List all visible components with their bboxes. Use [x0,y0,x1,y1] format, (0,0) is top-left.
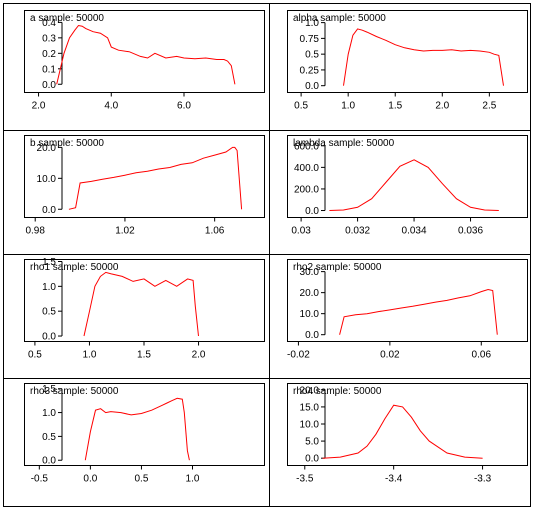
y-tick-label: 0.0 [42,205,56,216]
x-tick-label: 2.5 [482,101,496,112]
x-tick-label: 6.0 [177,101,191,112]
y-tick-label: 400.0 [294,163,319,174]
y-tick-label: 1.5 [42,257,56,268]
y-tick-label: 0.0 [42,332,56,343]
plot-box [287,259,528,342]
x-tick-label: 4.0 [104,101,118,112]
y-tick-label: 1.5 [42,384,56,395]
y-tick-label: 0.75 [300,34,320,45]
y-tick-label: 0.5 [42,432,56,443]
x-tick-label: 0.5 [294,101,308,112]
y-tick-label: 0.2 [42,49,56,60]
density-line [329,159,499,211]
y-tick-label: 1.0 [305,18,319,29]
y-tick-label: 0.5 [305,50,319,61]
x-tick-label: -3.5 [296,474,314,485]
panel-7: rho4 sample: 50000 0.0 5.0 10.0 15.0 20.0 -3.5… [287,383,528,485]
panel-title: a sample: 50000 [30,13,104,24]
y-tick-label: 0.0 [305,330,319,341]
panel-title: rho2 sample: 50000 [293,262,382,273]
panel-5: rho2 sample: 50000 0.0 10.0 20.0 30.0 -0.02 0.… [287,259,528,361]
panel-2: b sample: 50000 0.0 10.0 20.0 0.98 1.02 1.06 [24,135,265,237]
density-line [84,397,190,461]
density-line [68,146,243,210]
density-line [343,28,504,86]
x-tick-label: 0.036 [458,226,483,237]
x-tick-label: 1.0 [83,350,97,361]
y-tick-label: 20.0 [300,288,320,299]
x-tick-label: 2.0 [192,350,206,361]
y-tick-label: 10.0 [300,309,320,320]
y-tick-label: 0.0 [305,81,319,92]
y-tick-label: 0.0 [305,454,319,465]
density-line [322,404,483,459]
plot-box [24,10,265,93]
x-tick-label: 2.0 [435,101,449,112]
y-tick-label: 30.0 [300,267,320,278]
y-tick-label: 0.5 [42,307,56,318]
x-tick-label: 1.5 [137,350,151,361]
y-tick-label: 0.4 [42,18,56,29]
panel-0: a sample: 50000 0.0 0.1 0.2 0.3 0.4 2.0 4.0 6.0 [24,10,265,112]
density-line [83,271,199,337]
plot-box [24,383,265,466]
x-tick-label: -0.5 [31,474,49,485]
plot-box [287,10,528,93]
x-tick-label: -3.4 [385,474,403,485]
y-tick-label: 0.1 [42,64,56,75]
plot-box [287,383,528,466]
y-tick-label: 200.0 [294,184,319,195]
x-tick-label: 0.032 [345,226,370,237]
x-tick-label: 1.02 [115,226,135,237]
x-tick-label: 0.06 [472,350,492,361]
y-tick-label: 1.0 [42,408,56,419]
panel-title: rho1 sample: 50000 [30,262,119,273]
plot-box [24,135,265,218]
x-tick-label: 0.98 [25,226,45,237]
y-tick-label: 15.0 [300,402,320,413]
y-tick-label: 0.0 [305,206,319,217]
panel-title: rho4 sample: 50000 [293,386,382,397]
x-tick-label: 1.0 [341,101,355,112]
density-line [56,24,236,85]
x-tick-label: -3.3 [474,474,492,485]
y-tick-label: 5.0 [305,437,319,448]
panel-title: alpha sample: 50000 [293,13,386,24]
x-tick-label: 0.02 [380,350,400,361]
panel-6: rho3 sample: 50000 0.0 0.5 1.0 1.5 -0.5 0.0 0.5… [24,383,265,485]
x-tick-label: 1.5 [388,101,402,112]
panel-title: b sample: 50000 [30,138,104,149]
y-tick-label: 10.0 [37,174,57,185]
y-tick-label: 10.0 [300,420,320,431]
density-line [339,288,498,335]
y-tick-label: 20.0 [300,385,320,396]
x-tick-label: 0.034 [402,226,427,237]
panel-1: alpha sample: 50000 0.0 0.25 0.5 0.75 1.0 0.5 1… [287,10,528,112]
y-tick-label: 0.0 [42,80,56,91]
panel-title: lambda sample: 50000 [293,138,395,149]
y-tick-label: 1.0 [42,282,56,293]
y-tick-label: 0.25 [300,65,320,76]
y-tick-label: 0.3 [42,33,56,44]
panel-3: lambda sample: 50000 0.0 200.0 400.0 600.0 0.… [287,135,528,237]
y-tick-label: 0.0 [42,456,56,467]
x-tick-label: 1.06 [205,226,225,237]
x-tick-label: 0.5 [134,474,148,485]
x-tick-label: 0.5 [28,350,42,361]
x-tick-label: 1.0 [186,474,200,485]
plot-box [287,135,528,218]
y-tick-label: 600.0 [294,141,319,152]
x-tick-label: 0.03 [291,226,311,237]
x-tick-label: -0.02 [287,350,310,361]
y-tick-label: 20.0 [37,143,57,154]
panel-title: rho3 sample: 50000 [30,386,119,397]
x-tick-label: 0.0 [83,474,97,485]
x-tick-label: 2.0 [32,101,46,112]
